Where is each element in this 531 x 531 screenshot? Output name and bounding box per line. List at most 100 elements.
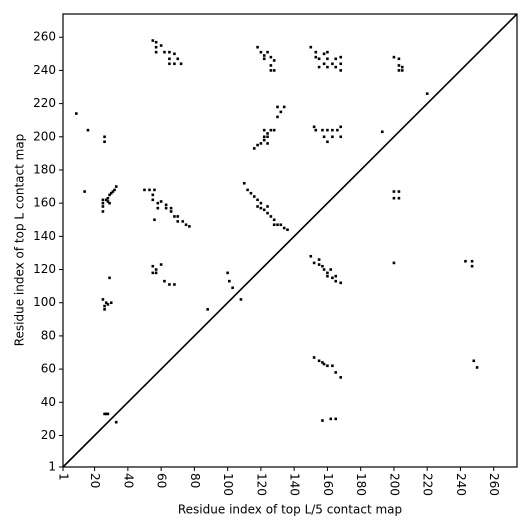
contact-point bbox=[159, 200, 163, 203]
contact-point bbox=[397, 64, 401, 67]
contact-point bbox=[173, 62, 176, 66]
contact-point bbox=[266, 50, 269, 54]
contact-point bbox=[154, 271, 158, 275]
contact-point bbox=[262, 138, 266, 142]
contact-point bbox=[269, 128, 273, 132]
contact-point bbox=[276, 105, 279, 109]
contact-point bbox=[114, 185, 118, 188]
contact-point bbox=[339, 125, 343, 129]
contact-point bbox=[153, 218, 156, 222]
contact-point bbox=[108, 193, 111, 197]
contact-point bbox=[179, 62, 183, 66]
contact-point bbox=[256, 45, 259, 49]
contact-point bbox=[472, 359, 476, 363]
contact-point bbox=[101, 210, 105, 213]
contact-point bbox=[86, 128, 90, 132]
x-tick-label: 220 bbox=[421, 473, 435, 496]
contact-point bbox=[279, 110, 283, 114]
contact-point bbox=[154, 268, 158, 271]
contact-point bbox=[104, 412, 108, 416]
contact-point bbox=[143, 188, 146, 192]
x-tick-label: 140 bbox=[288, 473, 302, 496]
contact-point bbox=[282, 105, 286, 109]
contact-point bbox=[259, 142, 263, 145]
contact-point bbox=[256, 143, 259, 147]
contact-point bbox=[228, 279, 231, 283]
contact-point bbox=[163, 279, 166, 283]
contact-point bbox=[262, 135, 266, 139]
contact-point bbox=[392, 55, 396, 59]
contact-point bbox=[101, 201, 105, 205]
contact-point bbox=[334, 65, 338, 69]
contact-point bbox=[392, 261, 396, 265]
y-tick-label: 240 bbox=[33, 63, 56, 77]
contact-point bbox=[331, 276, 334, 280]
y-tick-label: 120 bbox=[33, 262, 56, 276]
contact-point bbox=[181, 220, 185, 223]
contact-point bbox=[106, 196, 110, 200]
contact-point bbox=[242, 181, 246, 185]
contact-point bbox=[151, 193, 155, 197]
contact-point bbox=[392, 190, 396, 193]
contact-point bbox=[262, 54, 266, 57]
contact-point bbox=[103, 140, 106, 144]
contact-point bbox=[339, 281, 343, 285]
contact-point bbox=[206, 308, 209, 311]
contact-point bbox=[262, 128, 266, 132]
y-tick-label: 20 bbox=[41, 428, 56, 442]
contact-point bbox=[101, 198, 105, 202]
contact-point bbox=[321, 128, 324, 132]
contact-point bbox=[331, 128, 334, 132]
x-tick-label: 20 bbox=[88, 473, 102, 488]
contact-point bbox=[176, 215, 180, 218]
contact-point bbox=[259, 50, 263, 54]
x-tick-label: 240 bbox=[454, 473, 468, 496]
contact-point bbox=[326, 57, 329, 61]
contact-point bbox=[153, 188, 156, 192]
contact-point bbox=[314, 55, 318, 59]
contact-point bbox=[317, 359, 321, 363]
contact-point bbox=[168, 283, 171, 286]
contact-point bbox=[331, 62, 334, 66]
contact-point bbox=[317, 258, 321, 261]
contact-point bbox=[103, 308, 106, 311]
contact-point bbox=[317, 263, 321, 266]
contact-point bbox=[339, 135, 343, 139]
contact-point bbox=[104, 198, 108, 202]
contact-point bbox=[326, 271, 329, 275]
contact-point bbox=[334, 371, 338, 374]
contact-point bbox=[188, 225, 191, 228]
contact-point bbox=[272, 218, 276, 222]
contact-point bbox=[249, 191, 253, 195]
y-tick-label: 140 bbox=[33, 229, 56, 243]
contact-point bbox=[154, 45, 158, 49]
contact-point bbox=[75, 112, 78, 115]
contact-point bbox=[321, 264, 324, 268]
contact-point bbox=[322, 62, 326, 66]
contact-point bbox=[425, 92, 429, 95]
contact-point bbox=[83, 190, 86, 193]
contact-point bbox=[286, 228, 289, 232]
contact-point bbox=[272, 223, 276, 227]
contact-point bbox=[108, 276, 111, 280]
contact-point bbox=[282, 226, 286, 230]
y-tick-label: 60 bbox=[41, 362, 56, 376]
contact-point bbox=[321, 361, 324, 364]
contact-point bbox=[317, 65, 321, 69]
contact-point bbox=[276, 223, 279, 227]
contact-point bbox=[392, 196, 396, 200]
y-tick-label: 100 bbox=[33, 295, 56, 309]
x-tick-label: 40 bbox=[121, 473, 135, 488]
contact-point bbox=[334, 417, 338, 421]
contact-point bbox=[106, 200, 110, 203]
contact-point bbox=[326, 65, 329, 69]
contact-point bbox=[321, 419, 324, 422]
contact-point bbox=[239, 298, 243, 301]
contact-point bbox=[156, 201, 160, 205]
contact-point bbox=[312, 261, 316, 265]
contact-point bbox=[397, 57, 401, 61]
contact-point bbox=[400, 65, 404, 69]
contact-point bbox=[276, 115, 279, 119]
contact-point bbox=[246, 188, 249, 192]
contact-point bbox=[266, 132, 269, 135]
